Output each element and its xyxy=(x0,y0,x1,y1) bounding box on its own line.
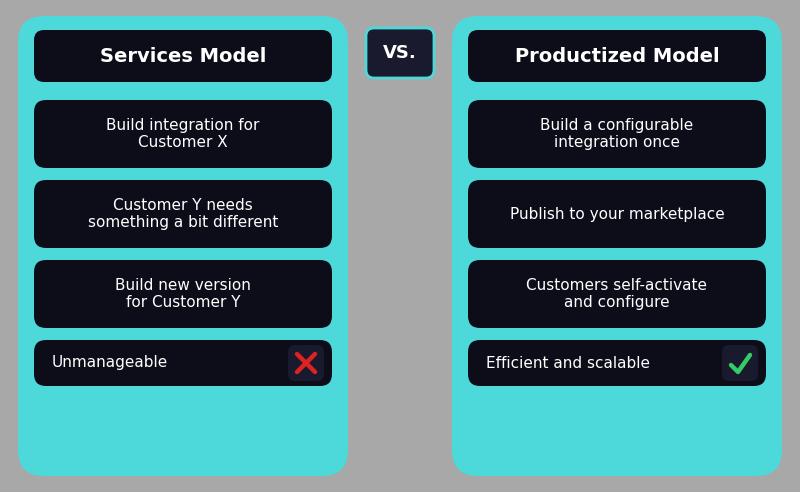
Text: Customer Y needs
something a bit different: Customer Y needs something a bit differe… xyxy=(88,198,278,230)
Text: Productized Model: Productized Model xyxy=(514,47,719,65)
FancyBboxPatch shape xyxy=(18,16,348,476)
FancyBboxPatch shape xyxy=(366,28,434,78)
FancyBboxPatch shape xyxy=(34,100,332,168)
FancyBboxPatch shape xyxy=(468,100,766,168)
FancyBboxPatch shape xyxy=(468,260,766,328)
FancyBboxPatch shape xyxy=(288,345,324,381)
Text: Customers self-activate
and configure: Customers self-activate and configure xyxy=(526,278,707,310)
FancyBboxPatch shape xyxy=(468,340,766,386)
Text: Unmanageable: Unmanageable xyxy=(52,356,168,370)
FancyBboxPatch shape xyxy=(34,180,332,248)
FancyBboxPatch shape xyxy=(468,30,766,82)
Text: Services Model: Services Model xyxy=(100,47,266,65)
FancyBboxPatch shape xyxy=(452,16,782,476)
Text: Build a configurable
integration once: Build a configurable integration once xyxy=(540,118,694,150)
Text: Publish to your marketplace: Publish to your marketplace xyxy=(510,207,724,221)
FancyBboxPatch shape xyxy=(722,345,758,381)
FancyBboxPatch shape xyxy=(468,180,766,248)
FancyBboxPatch shape xyxy=(34,260,332,328)
Text: Build integration for
Customer X: Build integration for Customer X xyxy=(106,118,260,150)
FancyBboxPatch shape xyxy=(34,30,332,82)
Text: VS.: VS. xyxy=(383,44,417,62)
FancyBboxPatch shape xyxy=(34,340,332,386)
Text: Efficient and scalable: Efficient and scalable xyxy=(486,356,650,370)
Text: Build new version
for Customer Y: Build new version for Customer Y xyxy=(115,278,251,310)
